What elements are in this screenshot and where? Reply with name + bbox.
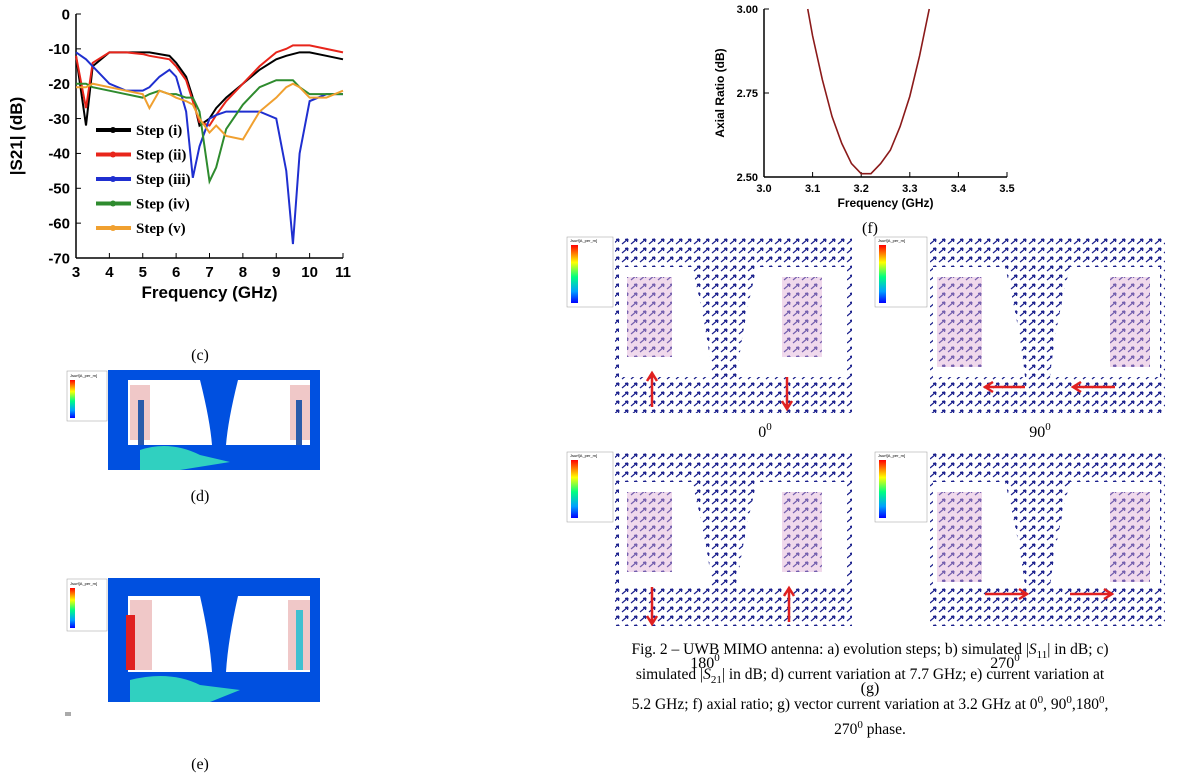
series-line xyxy=(76,79,343,185)
y-tick-label: -10 xyxy=(48,41,70,58)
x-tick-label: 3.2 xyxy=(854,183,869,195)
x-tick-label: 8 xyxy=(239,264,247,281)
legend-label: Step (ii) xyxy=(136,148,186,164)
x-tick-label: 5 xyxy=(139,264,147,281)
panel-label: (f) xyxy=(862,220,878,237)
caption-text: S xyxy=(703,666,711,684)
colorbar-title: Jsurf[A_per_m] xyxy=(70,581,97,586)
colorbar-title: Jsurf[A_per_m] xyxy=(70,373,97,378)
x-tick-label: 6 xyxy=(172,264,180,281)
y-tick-label: -70 xyxy=(48,250,70,267)
panel-label: (e) xyxy=(191,756,209,773)
caption-text: 11 xyxy=(1036,649,1048,662)
legend-label: Step (v) xyxy=(136,221,186,237)
field-image-d: Jsurf[A_per_m] xyxy=(66,370,320,470)
x-tick-label: 4 xyxy=(105,264,114,281)
y-tick-label: -20 xyxy=(48,76,70,93)
y-tick-label: 2.50 xyxy=(737,172,758,184)
y-tick-label: 0 xyxy=(62,6,70,23)
y-tick-label: -50 xyxy=(48,181,70,198)
caption-text: S xyxy=(1028,641,1037,658)
legend-marker xyxy=(110,200,116,207)
panel-label: (c) xyxy=(191,347,209,364)
x-tick-label: 9 xyxy=(272,264,280,281)
caption-text: | in dB; d) current variation at 7.7 GHz… xyxy=(631,666,1105,714)
x-tick-label: 3.3 xyxy=(902,183,917,195)
legend-marker xyxy=(110,151,116,158)
y-axis-label: |S21| (dB) xyxy=(7,97,26,175)
legend-marker xyxy=(110,176,116,182)
caption-text: 0 xyxy=(857,719,863,732)
caption-text: 0 xyxy=(1098,694,1105,707)
phase-label: 1800 xyxy=(690,652,720,672)
caption-text: Fig. 2 – UWB MIMO antenna: a) evolution … xyxy=(631,641,1029,658)
x-tick-label: 11 xyxy=(335,264,351,281)
series-line xyxy=(806,8,931,175)
x-tick-label: 3.5 xyxy=(999,183,1014,195)
phase-label: 900 xyxy=(1029,421,1051,441)
caption-text: 0 xyxy=(1066,694,1072,707)
series-line xyxy=(76,82,344,141)
caption-text: 21 xyxy=(710,674,722,687)
y-tick-label: 2.75 xyxy=(737,88,758,100)
caption-text: 0 xyxy=(1037,694,1044,707)
y-tick-label: -30 xyxy=(48,111,70,128)
colorbar-title: Jsurf[A_per_m] xyxy=(570,238,597,243)
caption-text: phase. xyxy=(862,721,906,739)
y-tick-label: 3.00 xyxy=(737,4,758,16)
series-line xyxy=(75,44,344,127)
colorbar-title: Jsurf[A_per_m] xyxy=(878,453,905,458)
caption-text: , 270 xyxy=(834,696,1109,739)
field-image-e: Jsurf[A_per_m] xyxy=(65,578,320,716)
panel-label: (d) xyxy=(191,488,210,505)
x-axis-label: Frequency (GHz) xyxy=(141,283,277,302)
colorbar-title: Jsurf[A_per_m] xyxy=(570,453,597,458)
x-tick-label: 3.4 xyxy=(951,183,967,195)
colorbar-title: Jsurf[A_per_m] xyxy=(878,238,905,243)
legend-label: Step (i) xyxy=(136,123,182,139)
phase-label: 2700 xyxy=(990,652,1020,672)
y-axis-label: Axial Ratio (dB) xyxy=(713,48,727,137)
figure-caption: Fig. 2 – UWB MIMO antenna: a) evolution … xyxy=(630,640,1110,741)
caption-text: , 90 xyxy=(1043,696,1067,714)
caption-text: ,180 xyxy=(1071,696,1099,714)
y-tick-label: -40 xyxy=(48,146,70,163)
y-tick-label: -60 xyxy=(48,215,70,232)
series-line xyxy=(75,51,343,245)
legend-marker xyxy=(110,127,116,133)
vector-images: Jsurf[A_per_m] Jsurf[A_per_m] Jsurf[A_pe… xyxy=(566,236,1165,627)
x-tick-label: 3.1 xyxy=(805,183,820,195)
x-axis-label: Frequency (GHz) xyxy=(837,196,933,210)
x-tick-label: 7 xyxy=(205,264,213,281)
x-tick-label: 10 xyxy=(301,264,318,281)
legend-marker xyxy=(110,225,116,231)
caption-text: | in dB; c) simulated | xyxy=(635,641,1109,684)
legend-label: Step (iv) xyxy=(136,197,190,213)
panel-label: (g) xyxy=(861,680,880,697)
x-tick-label: 3 xyxy=(72,264,80,281)
legend-label: Step (iii) xyxy=(136,172,191,188)
phase-label: 00 xyxy=(758,421,772,441)
x-tick-label: 3.0 xyxy=(756,183,771,195)
